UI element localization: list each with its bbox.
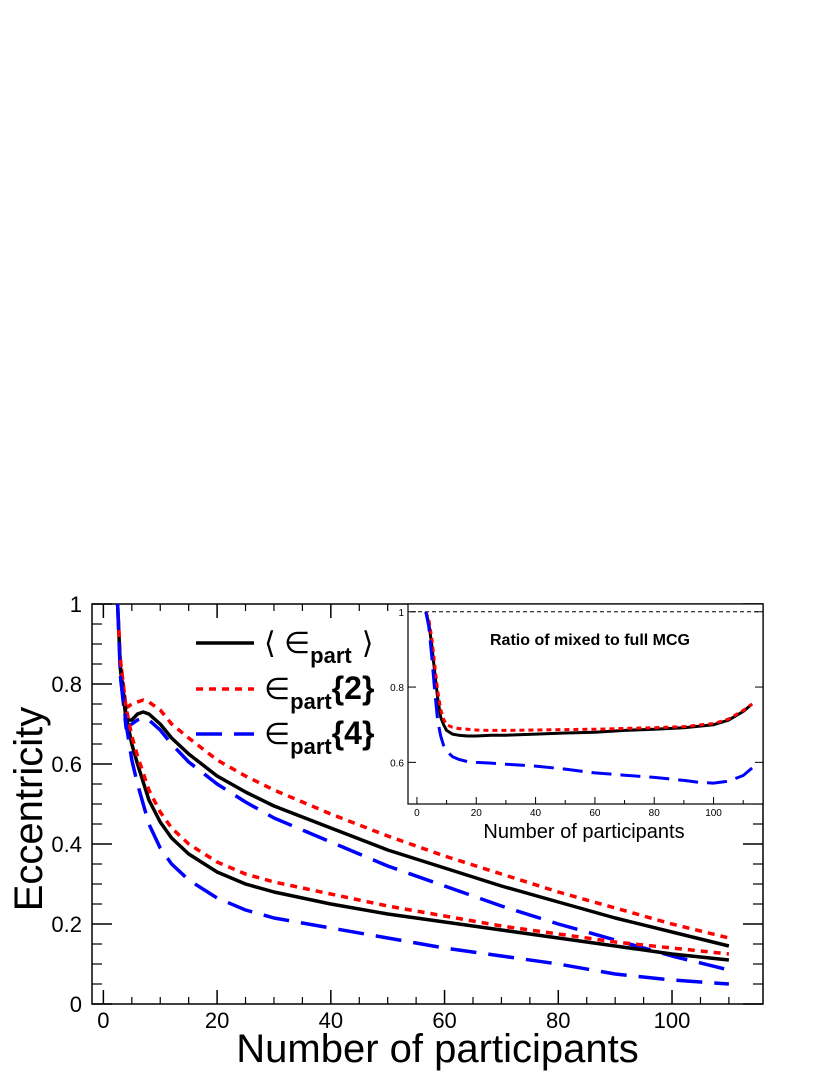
main-plot-tick-labels: 0 20 40 60 80 100 0 0.2 0.4 0.6 0.8 1: [51, 592, 690, 1033]
inset-x-tick-label: 0: [414, 808, 420, 819]
inset-plot-tick-labels: 0 20 40 60 80 100 0.6 0.8 1: [390, 608, 722, 819]
main-series-line-2: [115, 603, 730, 972]
inset-plot-frame: [407, 603, 764, 805]
legend-label-1: ∈part{2}: [264, 670, 374, 714]
inset-title: Ratio of mixed to full MCG: [490, 632, 690, 649]
x-tick-label: 100: [654, 1008, 691, 1033]
legend-label-2: ∈part{4}: [264, 715, 374, 759]
inset-x-tick-label: 80: [649, 808, 661, 819]
x-tick-label: 20: [205, 1008, 229, 1033]
inset-x-tick-label: 60: [589, 808, 601, 819]
main-series-line-0: [115, 603, 730, 948]
inset-x-tick-label: 40: [530, 808, 542, 819]
legend-label-sub: part: [290, 734, 332, 759]
inset-plot-ticks: [408, 611, 763, 804]
y-tick-label: 1: [70, 592, 82, 617]
inset-plot: 0 20 40 60 80 100 0.6 0.8 1 Ratio of mixed to fu…: [390, 603, 764, 843]
y-tick-label: 0.4: [51, 832, 82, 857]
legend: ⟨ ∈part ⟩∈part{2}∈part{4}: [196, 627, 374, 759]
main-series-line-5: [118, 675, 730, 986]
legend-label-sub: part: [290, 689, 332, 714]
inset-x-tick-label: 100: [705, 808, 722, 819]
inset-series-line-2: [424, 611, 754, 785]
inset-background: [408, 604, 763, 804]
legend-label-0: ⟨ ∈part ⟩: [264, 627, 373, 668]
inset-x-tick-label: 20: [471, 808, 483, 819]
x-tick-label: 40: [319, 1008, 343, 1033]
legend-label-sub: part: [310, 643, 352, 668]
main-plot-curves: [115, 603, 730, 986]
legend-label-suffix: {2}: [332, 670, 375, 706]
inset-y-tick-label: 0.6: [390, 758, 404, 769]
y-tick-label: 0: [70, 992, 82, 1017]
y-axis-title: Eccentricity: [7, 707, 51, 912]
legend-label-suffix: ⟩: [362, 627, 374, 660]
inset-plot-curves: [411, 611, 761, 785]
inset-series-line-1: [424, 611, 753, 732]
y-tick-label: 0.8: [51, 672, 82, 697]
x-axis-title: Number of participants: [236, 1027, 638, 1071]
main-series-line-3: [118, 667, 730, 962]
inset-y-tick-label: 0.8: [390, 683, 404, 694]
legend-label-base: ∈: [264, 673, 290, 706]
x-tick-label: 0: [97, 1008, 109, 1033]
y-tick-label: 0.6: [51, 752, 82, 777]
legend-label-base: ∈: [264, 718, 290, 751]
main-plot: 0 20 40 60 80 100 0 0.2 0.4 0.6 0.8 1 Number of par…: [7, 592, 764, 1071]
inset-y-tick-label: 1: [398, 608, 404, 619]
x-tick-label: 60: [432, 1008, 456, 1033]
legend-label-suffix: {4}: [332, 715, 375, 751]
x-tick-label: 80: [546, 1008, 570, 1033]
inset-x-axis-title: Number of participants: [483, 821, 684, 843]
main-series-line-4: [118, 659, 730, 956]
y-tick-label: 0.2: [51, 912, 82, 937]
legend-label-base: ⟨ ∈: [264, 627, 310, 660]
